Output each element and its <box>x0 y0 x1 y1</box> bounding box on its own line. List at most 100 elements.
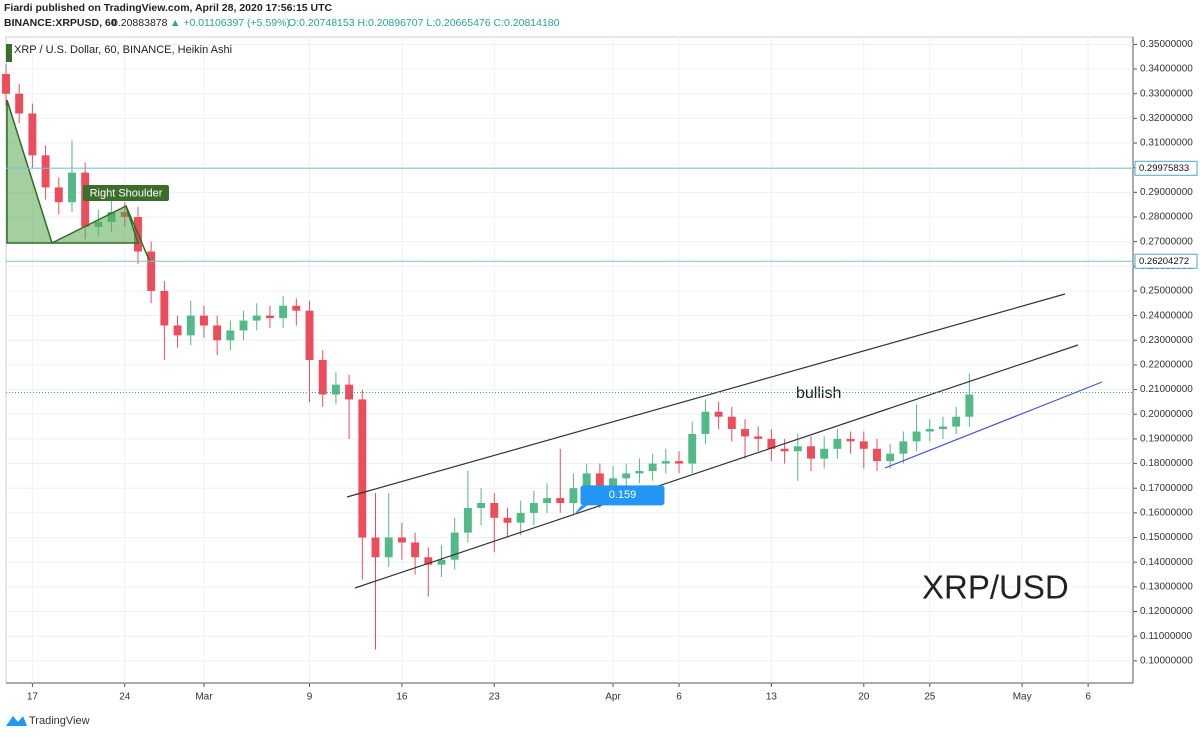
candle-body <box>965 394 974 417</box>
level-label: 0.26204272 <box>1139 256 1189 267</box>
candle-body <box>952 416 961 427</box>
candle-body <box>820 448 829 459</box>
candle-body <box>28 113 37 156</box>
x-tick-label: 25 <box>924 692 936 703</box>
candle-body <box>450 532 459 560</box>
candle-body <box>292 305 301 311</box>
candle-body <box>490 503 499 518</box>
candle-body <box>701 411 710 434</box>
candle-body <box>186 315 195 336</box>
candle-body <box>754 436 763 439</box>
y-tick-label: 0.28000000 <box>1140 212 1193 223</box>
candles <box>2 64 974 650</box>
y-tick-label: 0.20000000 <box>1140 409 1193 420</box>
symbol: BINANCE:XRPUSD, 60 <box>4 17 117 29</box>
x-tick-label: 23 <box>489 692 501 703</box>
brand-logo: TradingView <box>6 715 90 727</box>
candle-body <box>873 448 881 462</box>
channel-lower <box>354 344 1079 589</box>
level-box <box>1134 160 1198 176</box>
candle-body <box>358 399 367 538</box>
level-label: 0.29975833 <box>1139 163 1189 174</box>
y-tick-label: 0.14000000 <box>1140 557 1193 568</box>
candle-body <box>886 453 895 462</box>
pattern-triangle <box>6 99 54 244</box>
pattern-triangle <box>51 204 140 244</box>
candle-body <box>411 542 420 558</box>
candle-body <box>780 448 789 452</box>
candle-body <box>688 433 697 464</box>
change: ▲ +0.01106397 (+5.59%) <box>170 17 290 29</box>
y-tick-label: 0.24000000 <box>1140 310 1193 321</box>
low-pointer <box>573 505 588 516</box>
candle-body <box>569 488 578 504</box>
y-tick-label: 0.11000000 <box>1140 631 1193 642</box>
y-tick-label: 0.17000000 <box>1140 483 1193 494</box>
candle-body <box>384 537 393 558</box>
publisher: Fiardi published on TradingView.com, Apr… <box>4 2 333 14</box>
x-tick-label: 20 <box>858 692 870 703</box>
low-label: 0.159 <box>609 489 637 501</box>
support-line <box>884 381 1103 469</box>
y-tick-label: 0.21000000 <box>1140 384 1193 395</box>
price: 0.20883878 <box>112 17 168 29</box>
pattern-marker <box>6 44 12 62</box>
candle-body <box>345 384 354 400</box>
candle-body <box>477 503 486 508</box>
candle-body <box>437 559 446 565</box>
candle-body <box>859 441 868 449</box>
candle-body <box>595 473 604 486</box>
y-tick-label: 0.27000000 <box>1140 236 1193 247</box>
candle-body <box>727 416 736 430</box>
candle-body <box>622 473 631 479</box>
candle-body <box>543 498 552 504</box>
candle-body <box>516 512 525 523</box>
y-tick-label: 0.10000000 <box>1140 655 1193 666</box>
logo <box>6 716 27 726</box>
y-tick-label: 0.18000000 <box>1140 458 1193 469</box>
y-tick-label: 0.13000000 <box>1140 581 1193 592</box>
candle-body <box>503 517 512 523</box>
candle-body <box>213 325 222 341</box>
channel-upper <box>346 293 1066 498</box>
candle-body <box>529 503 538 513</box>
y-tick-label: 0.19000000 <box>1140 434 1193 445</box>
y-tick-label: 0.32000000 <box>1140 113 1193 124</box>
candle-body <box>265 315 274 319</box>
brand: TradingView <box>29 715 90 727</box>
candle-body <box>463 507 472 533</box>
candle-body <box>556 498 565 504</box>
candle-body <box>925 429 934 432</box>
candle-body <box>15 93 24 114</box>
candle-body <box>397 537 406 543</box>
candle-body <box>661 461 670 464</box>
candle-body <box>331 384 340 395</box>
candle-body <box>793 446 802 452</box>
candle-body <box>424 557 433 565</box>
candle-body <box>635 470 644 474</box>
candle-body <box>767 438 776 449</box>
candle-body <box>371 537 380 558</box>
candle-body <box>41 155 50 188</box>
candle-body <box>846 438 855 442</box>
ohlc: O:0.20748153 H:0.20896707 L:0.20665476 C… <box>288 17 560 29</box>
candle-body <box>2 73 10 94</box>
x-tick-label: 6 <box>1085 692 1091 703</box>
level-box <box>1134 253 1198 269</box>
low-box <box>580 485 665 506</box>
candle-body <box>899 441 908 454</box>
candle-body <box>807 446 815 459</box>
candle-body <box>833 438 842 449</box>
y-tick-label: 0.16000000 <box>1140 508 1193 519</box>
candle-body <box>160 290 169 326</box>
y-tick-label: 0.31000000 <box>1140 138 1193 149</box>
shoulder-label: Right Shoulder <box>90 187 163 199</box>
candle-body <box>199 315 208 326</box>
y-tick-label: 0.35000000 <box>1140 39 1193 50</box>
pattern-line <box>125 205 151 263</box>
candle-body <box>239 320 248 331</box>
x-tick-label: May <box>1013 692 1032 703</box>
candle-body <box>147 251 156 291</box>
x-tick-label: 9 <box>307 692 313 703</box>
